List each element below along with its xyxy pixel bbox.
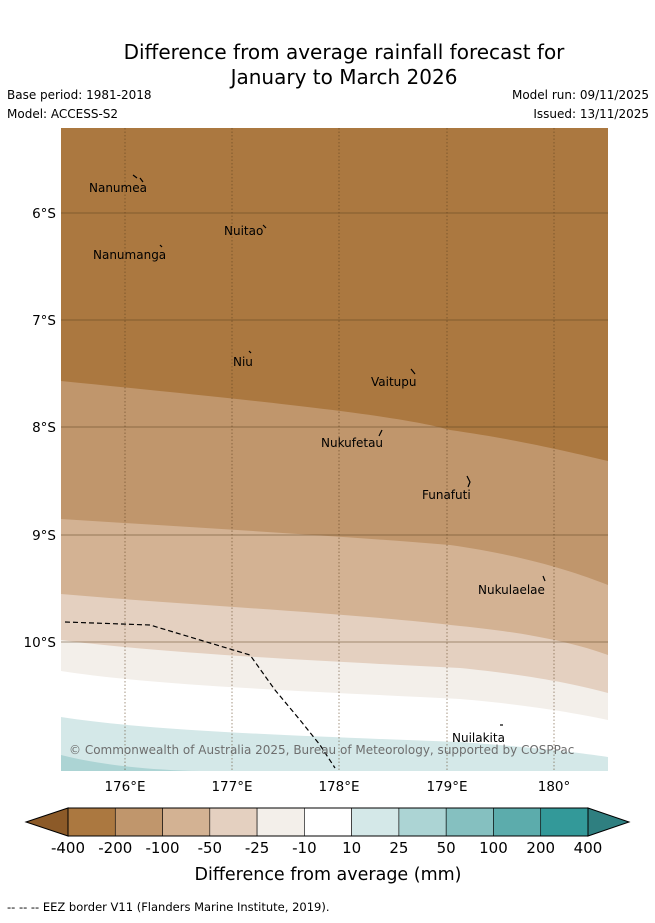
island-shapes xyxy=(132,174,546,726)
place-label-nukufetau: Nukufetau xyxy=(321,436,383,450)
place-label-nanumea: Nanumea xyxy=(89,181,147,195)
issued-date: Issued: 13/11/2025 xyxy=(533,107,649,121)
title-line-1: Difference from average rainfall forecas… xyxy=(123,40,565,64)
place-label-nukulaelae: Nukulaelae xyxy=(478,583,545,597)
copyright-notice: © Commonwealth of Australia 2025, Bureau… xyxy=(69,743,574,757)
island-nuitao xyxy=(262,224,267,229)
lat-tick-7s: 7°S xyxy=(32,313,56,329)
colorbar-tick-label: 25 xyxy=(389,839,408,857)
colorbar-tick-label: -200 xyxy=(98,839,132,857)
lon-tick-178e: 178°E xyxy=(318,779,359,795)
model-run: Model run: 09/11/2025 xyxy=(511,88,649,102)
island-niu xyxy=(248,350,252,354)
rainfall-anomaly-field xyxy=(61,128,608,771)
place-label-nanumanga: Nanumanga xyxy=(93,248,166,262)
island-vaitupu xyxy=(410,368,416,375)
lon-tick-179e: 179°E xyxy=(426,779,467,795)
colorbar-tick-label: 100 xyxy=(479,839,508,857)
colorbar-bin xyxy=(256,807,305,837)
colorbar: -400 -200 -100 -50 -25 -10 10 25 50 100 200 400 Dif… xyxy=(24,807,631,885)
colorbar-bin xyxy=(209,807,258,837)
base-period: Base period: 1981-2018 xyxy=(7,88,152,102)
colorbar-bins xyxy=(67,807,589,837)
title-line-2: January to March 2026 xyxy=(230,65,458,89)
island-nukulaelae xyxy=(542,575,546,582)
lon-tick-180: 180° xyxy=(538,779,571,795)
island-nanumea xyxy=(132,174,144,183)
band-plus-10-to-25 xyxy=(61,717,608,771)
colorbar-bin xyxy=(493,807,542,837)
colorbar-bin xyxy=(540,807,589,837)
lon-tick-176e: 176°E xyxy=(104,779,145,795)
colorbar-tick-label: 400 xyxy=(574,839,603,857)
eez-legend-note: -- -- -- EEZ border V11 (Flanders Marine… xyxy=(7,900,330,914)
lat-tick-6s: 6°S xyxy=(32,206,56,222)
colorbar-tick-label: -400 xyxy=(51,839,85,857)
colorbar-tick-label: -50 xyxy=(198,839,223,857)
colorbar-tick-label: -100 xyxy=(146,839,180,857)
colorbar-over-arrow xyxy=(587,807,631,837)
colorbar-bin xyxy=(445,807,494,837)
colorbar-tick-label: -10 xyxy=(292,839,317,857)
place-label-nuitao: Nuitao xyxy=(224,224,263,238)
island-nanumanga xyxy=(159,244,163,248)
colorbar-bin xyxy=(351,807,400,837)
lat-tick-9s: 9°S xyxy=(32,528,56,544)
lon-tick-177e: 177°E xyxy=(211,779,252,795)
latitude-gridlines xyxy=(61,212,608,643)
colorbar-bin xyxy=(304,807,352,837)
colorbar-bin xyxy=(114,807,163,837)
place-label-funafuti: Funafuti xyxy=(422,488,471,502)
band-plus-25-to-50 xyxy=(61,755,200,771)
lat-tick-8s: 8°S xyxy=(32,420,56,436)
map-title: Difference from average rainfall forecas… xyxy=(0,40,655,90)
eez-border xyxy=(64,621,336,769)
colorbar-tick-label: -25 xyxy=(245,839,270,857)
colorbar-tick-label: 50 xyxy=(437,839,456,857)
place-label-nuilakita: Nuilakita xyxy=(452,731,505,745)
colorbar-title: Difference from average (mm) xyxy=(194,865,461,885)
place-label-vaitupu: Vaitupu xyxy=(371,375,417,389)
colorbar-bin xyxy=(67,807,116,837)
colorbar-tick-label: 200 xyxy=(526,839,555,857)
place-label-niu: Niu xyxy=(233,355,253,369)
longitude-gridlines xyxy=(124,128,555,771)
colorbar-bin xyxy=(162,807,211,837)
island-nukufetau xyxy=(378,429,383,437)
colorbar-under-arrow xyxy=(24,807,69,837)
model-name: Model: ACCESS-S2 xyxy=(7,107,119,121)
island-funafuti xyxy=(466,475,471,488)
colorbar-tick-label: 10 xyxy=(342,839,361,857)
colorbar-outline xyxy=(67,807,589,837)
lat-tick-10s: 10°S xyxy=(24,635,57,651)
colorbar-bin xyxy=(398,807,447,837)
